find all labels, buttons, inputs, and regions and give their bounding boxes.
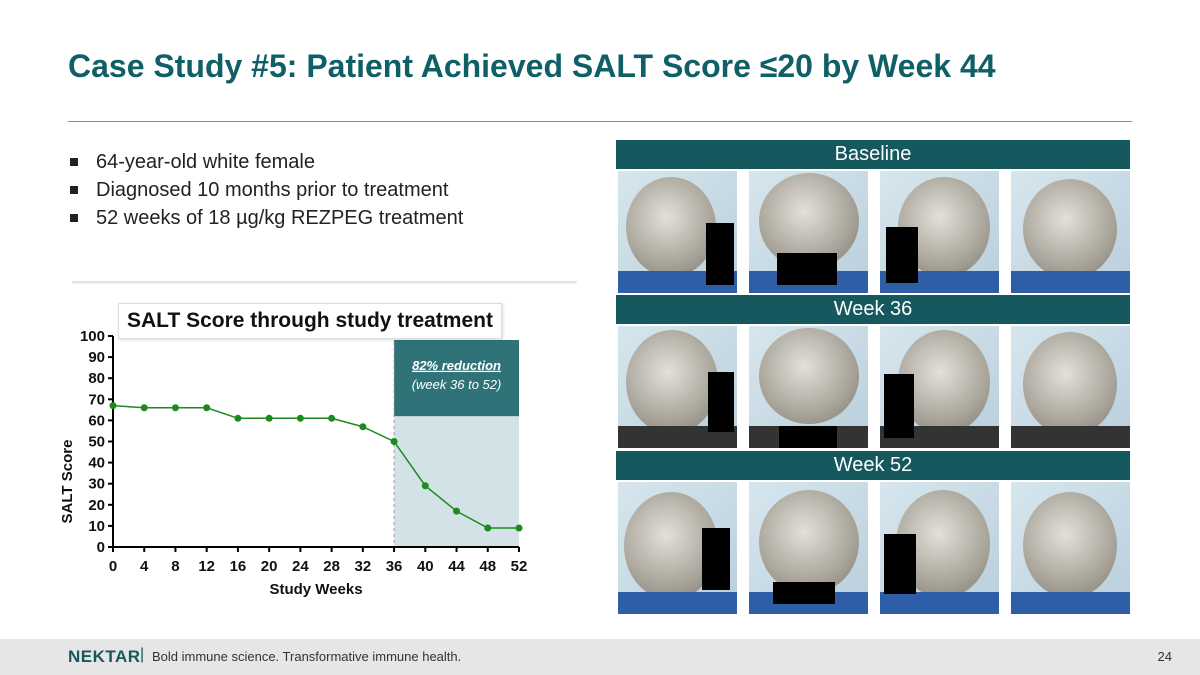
photo-week52-top xyxy=(1011,482,1130,614)
slide-title: Case Study #5: Patient Achieved SALT Sco… xyxy=(68,48,996,84)
page-number: 24 xyxy=(1157,649,1172,664)
footer-bar: NEKTAR | Bold immune science. Transforma… xyxy=(0,639,1200,675)
x-tick-label: 0 xyxy=(109,558,117,575)
y-tick-label: 100 xyxy=(80,328,105,345)
x-tick-label: 40 xyxy=(417,558,434,575)
x-tick-label: 52 xyxy=(511,558,528,575)
band-baseline: Baseline xyxy=(616,140,1130,169)
photo-week52-left xyxy=(618,482,737,614)
data-point xyxy=(265,414,273,422)
x-tick-label: 44 xyxy=(448,558,465,575)
company-logo: NEKTAR xyxy=(68,647,141,666)
y-tick-label: 60 xyxy=(88,412,105,429)
photo-baseline-left xyxy=(618,171,737,293)
x-tick-label: 48 xyxy=(479,558,496,575)
data-point xyxy=(171,404,179,412)
reduction-sublabel: (week 36 to 52) xyxy=(412,377,502,392)
data-point xyxy=(484,524,492,532)
photo-week36-left xyxy=(618,326,737,448)
data-point xyxy=(515,524,523,532)
x-tick-label: 12 xyxy=(198,558,215,575)
x-tick-label: 8 xyxy=(171,558,179,575)
highlight-box xyxy=(394,340,519,417)
data-point xyxy=(453,507,461,515)
photo-week36-right xyxy=(880,326,999,448)
bullet-diagnosis: Diagnosed 10 months prior to treatment xyxy=(70,176,463,204)
bullet-treatment: 52 weeks of 18 µg/kg REZPEG treatment xyxy=(70,204,463,232)
y-tick-label: 70 xyxy=(88,391,105,408)
data-point xyxy=(390,438,398,445)
data-point xyxy=(359,423,367,431)
x-tick-label: 20 xyxy=(261,558,278,575)
photo-panel: Baseline Week 36 Week 52 xyxy=(616,140,1130,616)
x-tick-label: 32 xyxy=(355,558,372,575)
footer-separator: | xyxy=(140,646,145,663)
photo-week52-back xyxy=(749,482,868,614)
y-tick-label: 20 xyxy=(88,497,105,514)
x-tick-label: 28 xyxy=(323,558,340,575)
highlight-shade xyxy=(394,416,519,547)
chart-title: SALT Score through study treatment xyxy=(118,303,502,339)
y-tick-label: 10 xyxy=(88,518,105,535)
footer-tagline: Bold immune science. Transformative immu… xyxy=(152,649,462,664)
x-tick-label: 36 xyxy=(386,558,403,575)
photo-week52-right xyxy=(880,482,999,614)
photo-week36-back xyxy=(749,326,868,448)
title-divider xyxy=(68,121,1132,122)
photo-baseline-back xyxy=(749,171,868,293)
data-point xyxy=(421,482,429,490)
salt-score-chart: 82% reduction(week 36 to 52)010203040506… xyxy=(59,328,528,598)
data-point xyxy=(140,404,148,412)
section-divider xyxy=(72,281,577,284)
photo-baseline-top xyxy=(1011,171,1130,293)
data-point xyxy=(203,404,211,412)
y-tick-label: 90 xyxy=(88,349,105,366)
bullet-list: 64-year-old white female Diagnosed 10 mo… xyxy=(70,148,463,232)
data-point xyxy=(234,414,242,422)
x-tick-label: 4 xyxy=(140,558,149,575)
x-tick-label: 16 xyxy=(230,558,247,575)
reduction-label: 82% reduction xyxy=(412,358,501,373)
x-axis-label: Study Weeks xyxy=(269,581,362,598)
series-line xyxy=(112,404,519,529)
y-axis-label: SALT Score xyxy=(59,440,76,524)
y-tick-label: 50 xyxy=(88,434,105,451)
bullet-age-sex: 64-year-old white female xyxy=(70,148,463,176)
data-point xyxy=(328,414,336,422)
band-week-36: Week 36 xyxy=(616,295,1130,324)
y-tick-label: 80 xyxy=(88,370,105,387)
data-point xyxy=(109,402,117,410)
y-tick-label: 30 xyxy=(88,476,105,493)
y-tick-label: 40 xyxy=(88,455,105,472)
band-week-52: Week 52 xyxy=(616,451,1130,480)
y-tick-label: 0 xyxy=(97,539,105,556)
data-point xyxy=(296,414,304,422)
x-tick-label: 24 xyxy=(292,558,309,575)
photo-week36-top xyxy=(1011,326,1130,448)
photo-baseline-right xyxy=(880,171,999,293)
